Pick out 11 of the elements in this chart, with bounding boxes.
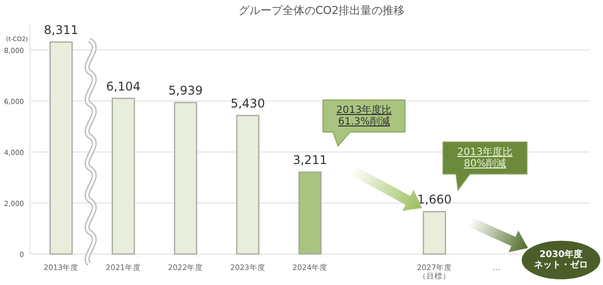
chart-title: グループ全体のCO2排出量の推移 xyxy=(238,4,405,17)
data-label: 5,430 xyxy=(230,96,265,111)
bar xyxy=(298,172,322,255)
data-label: 6,104 xyxy=(106,79,141,94)
data-label: 8,311 xyxy=(44,23,78,38)
data-label: 5,939 xyxy=(168,84,203,98)
annotation: 2013年度比61.3%削減 xyxy=(336,104,392,128)
data-label: 3,211 xyxy=(292,153,328,168)
annotation: 2013年度比80%削減 xyxy=(457,146,513,170)
annotation: 2030年度ネット・ゼロ xyxy=(534,249,588,270)
data-label: 1,660 xyxy=(417,192,452,207)
